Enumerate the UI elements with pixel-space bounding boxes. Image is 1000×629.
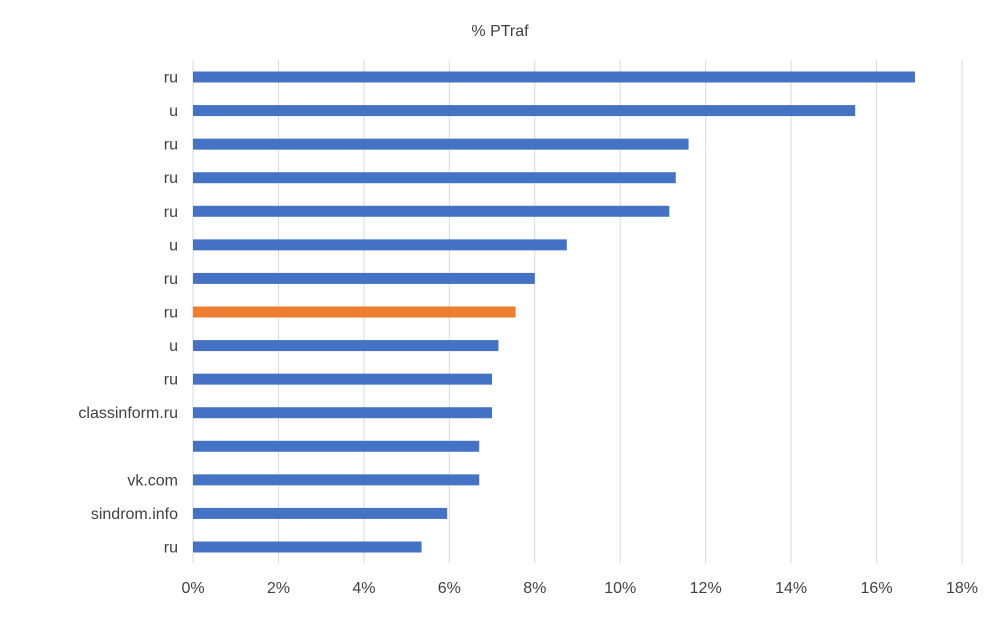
x-tick-label: 0% bbox=[181, 580, 204, 597]
bar bbox=[193, 440, 480, 452]
category-label: ru bbox=[164, 372, 178, 389]
bar bbox=[193, 407, 493, 419]
category-label: u bbox=[169, 237, 178, 254]
bar bbox=[193, 541, 422, 553]
category-label: ru bbox=[164, 137, 178, 154]
bar bbox=[193, 474, 480, 486]
category-label: ru bbox=[164, 271, 178, 288]
x-tick-label: 10% bbox=[604, 580, 636, 597]
category-label: ru bbox=[164, 170, 178, 187]
bar bbox=[193, 239, 567, 251]
chart-title: % PTraf bbox=[471, 23, 529, 40]
bar bbox=[193, 306, 516, 318]
x-tick-label: 8% bbox=[523, 580, 546, 597]
bar bbox=[193, 507, 448, 519]
bar bbox=[193, 71, 916, 83]
category-label: u bbox=[169, 103, 178, 120]
x-tick-label: 14% bbox=[775, 580, 807, 597]
bar bbox=[193, 138, 689, 150]
category-label: sindrom.info bbox=[91, 506, 178, 523]
x-tick-label: 6% bbox=[438, 580, 461, 597]
x-tick-label: 18% bbox=[946, 580, 978, 597]
category-labels: ru u ru ru ru u ru ru u ru classinform.ru vk.com sin… bbox=[78, 70, 178, 557]
bar bbox=[193, 205, 670, 217]
bar bbox=[193, 105, 856, 117]
category-label: ru bbox=[164, 70, 178, 87]
bars bbox=[193, 71, 916, 553]
category-label: ru bbox=[164, 204, 178, 221]
bar bbox=[193, 272, 535, 284]
bar bbox=[193, 373, 493, 385]
category-label: ru bbox=[164, 305, 178, 322]
category-label: vk.com bbox=[127, 472, 178, 489]
x-tick-label: 16% bbox=[861, 580, 893, 597]
x-axis-ticks: 0% 2% 4% 6% 8% 10% 12% 14% 16% 18% bbox=[181, 580, 978, 597]
category-label: ru bbox=[164, 540, 178, 557]
bar bbox=[193, 172, 676, 184]
x-tick-label: 12% bbox=[690, 580, 722, 597]
category-label: u bbox=[169, 338, 178, 355]
category-label: classinform.ru bbox=[78, 405, 178, 422]
x-tick-label: 2% bbox=[267, 580, 290, 597]
bar bbox=[193, 340, 499, 352]
x-tick-label: 4% bbox=[352, 580, 375, 597]
